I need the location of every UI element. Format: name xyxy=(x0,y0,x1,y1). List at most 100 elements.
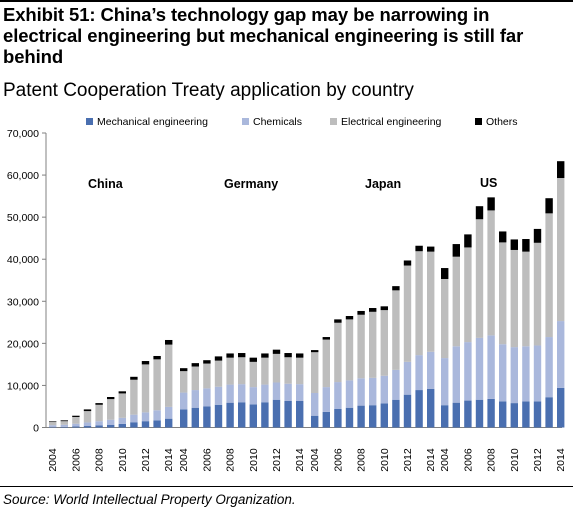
bar-germany-2005-chemicals xyxy=(191,390,199,408)
bar-japan-2004-chemicals xyxy=(311,393,319,416)
bar-china-2009-electrical-engineering xyxy=(107,399,115,420)
bar-japan-2013-chemicals xyxy=(415,355,423,391)
bar-china-2009-others xyxy=(107,397,115,400)
bar-us-2010-others xyxy=(510,239,518,250)
bar-japan-2006-others xyxy=(334,319,342,323)
bar-china-2006-chemicals xyxy=(72,423,80,427)
bar-japan-2010-mechanical-engineering xyxy=(380,403,388,428)
bar-us-2006-mechanical-engineering xyxy=(464,400,472,428)
bar-china-2010-mechanical-engineering xyxy=(118,423,126,428)
bar-china-2009-mechanical-engineering xyxy=(107,424,115,428)
bar-germany-2009-chemicals xyxy=(238,384,246,403)
x-tick-label: 2010 xyxy=(248,448,260,472)
bar-us-2005-others xyxy=(452,244,460,257)
bar-us-2013-mechanical-engineering xyxy=(545,397,553,428)
y-tick-label: 70,000 xyxy=(7,128,39,140)
bar-china-2011-others xyxy=(130,376,138,380)
bar-us-2006-electrical-engineering xyxy=(464,247,472,343)
bar-china-2004-electrical-engineering xyxy=(49,422,57,426)
bar-germany-2011-mechanical-engineering xyxy=(261,402,269,428)
bar-us-2011-mechanical-engineering xyxy=(522,401,530,428)
bar-japan-2006-chemicals xyxy=(334,382,342,409)
x-tick-label: 2006 xyxy=(70,448,82,472)
x-tick-label: 2010 xyxy=(117,448,129,472)
bar-us-2005-mechanical-engineering xyxy=(452,402,460,428)
bar-china-2008-mechanical-engineering xyxy=(95,425,103,428)
bar-japan-2013-electrical-engineering xyxy=(415,251,423,356)
bar-germany-2010-chemicals xyxy=(249,387,257,405)
x-tick-label: 2014 xyxy=(163,448,175,472)
bar-germany-2006-mechanical-engineering xyxy=(203,406,211,428)
group-label-germany: Germany xyxy=(224,177,278,191)
y-tick-label: 20,000 xyxy=(7,338,39,350)
bar-japan-2012-mechanical-engineering xyxy=(403,394,412,428)
exhibit-subtitle: Patent Cooperation Treaty application by… xyxy=(3,80,414,101)
bar-japan-2012-electrical-engineering xyxy=(403,265,412,362)
bar-china-2007-electrical-engineering xyxy=(83,411,92,423)
x-tick-label: 2008 xyxy=(225,448,237,472)
bar-china-2011-electrical-engineering xyxy=(130,379,138,415)
bar-germany-2011-chemicals xyxy=(261,384,269,403)
bar-germany-2007-chemicals xyxy=(214,386,223,405)
bar-germany-2004-electrical-engineering xyxy=(180,371,188,393)
legend-label-mechanical-engineering: Mechanical engineering xyxy=(97,116,208,128)
bar-china-2013-mechanical-engineering xyxy=(153,420,161,428)
x-tick-label: 2014 xyxy=(555,448,567,472)
bar-us-2008-mechanical-engineering xyxy=(487,398,495,428)
bar-us-2012-chemicals xyxy=(533,345,542,402)
bar-germany-2014-chemicals xyxy=(296,384,304,401)
bar-japan-2013-mechanical-engineering xyxy=(415,390,423,428)
bar-japan-2005-chemicals xyxy=(322,387,330,412)
bar-germany-2013-chemicals xyxy=(284,383,292,401)
x-tick-label: 2014 xyxy=(425,448,437,472)
y-tick-label: 30,000 xyxy=(7,296,39,308)
y-tick-label: 10,000 xyxy=(7,380,39,392)
bar-us-2011-electrical-engineering xyxy=(522,251,530,347)
bar-germany-2012-chemicals xyxy=(272,382,281,400)
bar-japan-2010-others xyxy=(380,306,388,311)
bar-china-2006-electrical-engineering xyxy=(72,416,80,424)
bar-china-2005-chemicals xyxy=(60,424,68,427)
bar-china-2006-others xyxy=(72,415,80,417)
x-tick-label: 2012 xyxy=(140,448,152,472)
bar-china-2005-others xyxy=(60,420,68,422)
bar-germany-2006-chemicals xyxy=(203,388,211,407)
bar-us-2013-chemicals xyxy=(545,337,553,398)
bottom-rule xyxy=(0,486,573,487)
x-tick-label: 2012 xyxy=(532,448,544,472)
bar-germany-2013-mechanical-engineering xyxy=(284,401,292,428)
bar-us-2007-chemicals xyxy=(475,337,484,400)
x-tick-label: 2008 xyxy=(94,448,106,472)
bar-japan-2006-mechanical-engineering xyxy=(334,408,342,428)
bar-germany-2008-chemicals xyxy=(226,384,234,403)
bar-us-2005-electrical-engineering xyxy=(452,256,460,347)
bar-china-2012-chemicals xyxy=(141,412,150,422)
bar-germany-2007-electrical-engineering xyxy=(214,360,223,387)
bar-china-2013-others xyxy=(153,355,161,360)
bar-china-2006-mechanical-engineering xyxy=(72,426,80,428)
y-tick-label: 60,000 xyxy=(7,170,39,182)
bar-china-2012-mechanical-engineering xyxy=(141,421,150,428)
bar-japan-2014-chemicals xyxy=(427,351,435,389)
bar-germany-2012-electrical-engineering xyxy=(272,353,281,383)
bar-japan-2007-mechanical-engineering xyxy=(345,407,354,428)
bar-us-2009-mechanical-engineering xyxy=(499,401,507,428)
bar-china-2005-electrical-engineering xyxy=(60,421,68,425)
bar-us-2010-electrical-engineering xyxy=(510,249,518,348)
x-tick-label: 2006 xyxy=(332,448,344,472)
bar-us-2012-mechanical-engineering xyxy=(533,401,542,428)
bar-us-2011-others xyxy=(522,239,530,252)
bar-germany-2009-others xyxy=(238,353,246,358)
bar-us-2004-others xyxy=(441,268,449,279)
bar-china-2008-electrical-engineering xyxy=(95,404,103,422)
bar-china-2009-chemicals xyxy=(107,419,115,425)
bar-us-2006-chemicals xyxy=(464,342,472,401)
x-tick-label: 2014 xyxy=(294,448,306,472)
x-tick-label: 2012 xyxy=(271,448,283,472)
bar-us-2012-electrical-engineering xyxy=(533,242,542,346)
bar-japan-2007-electrical-engineering xyxy=(345,319,354,381)
bar-germany-2006-others xyxy=(203,360,211,364)
bar-us-2009-chemicals xyxy=(499,344,507,402)
bar-china-2007-chemicals xyxy=(83,422,92,427)
bar-us-2014-electrical-engineering xyxy=(557,178,565,322)
